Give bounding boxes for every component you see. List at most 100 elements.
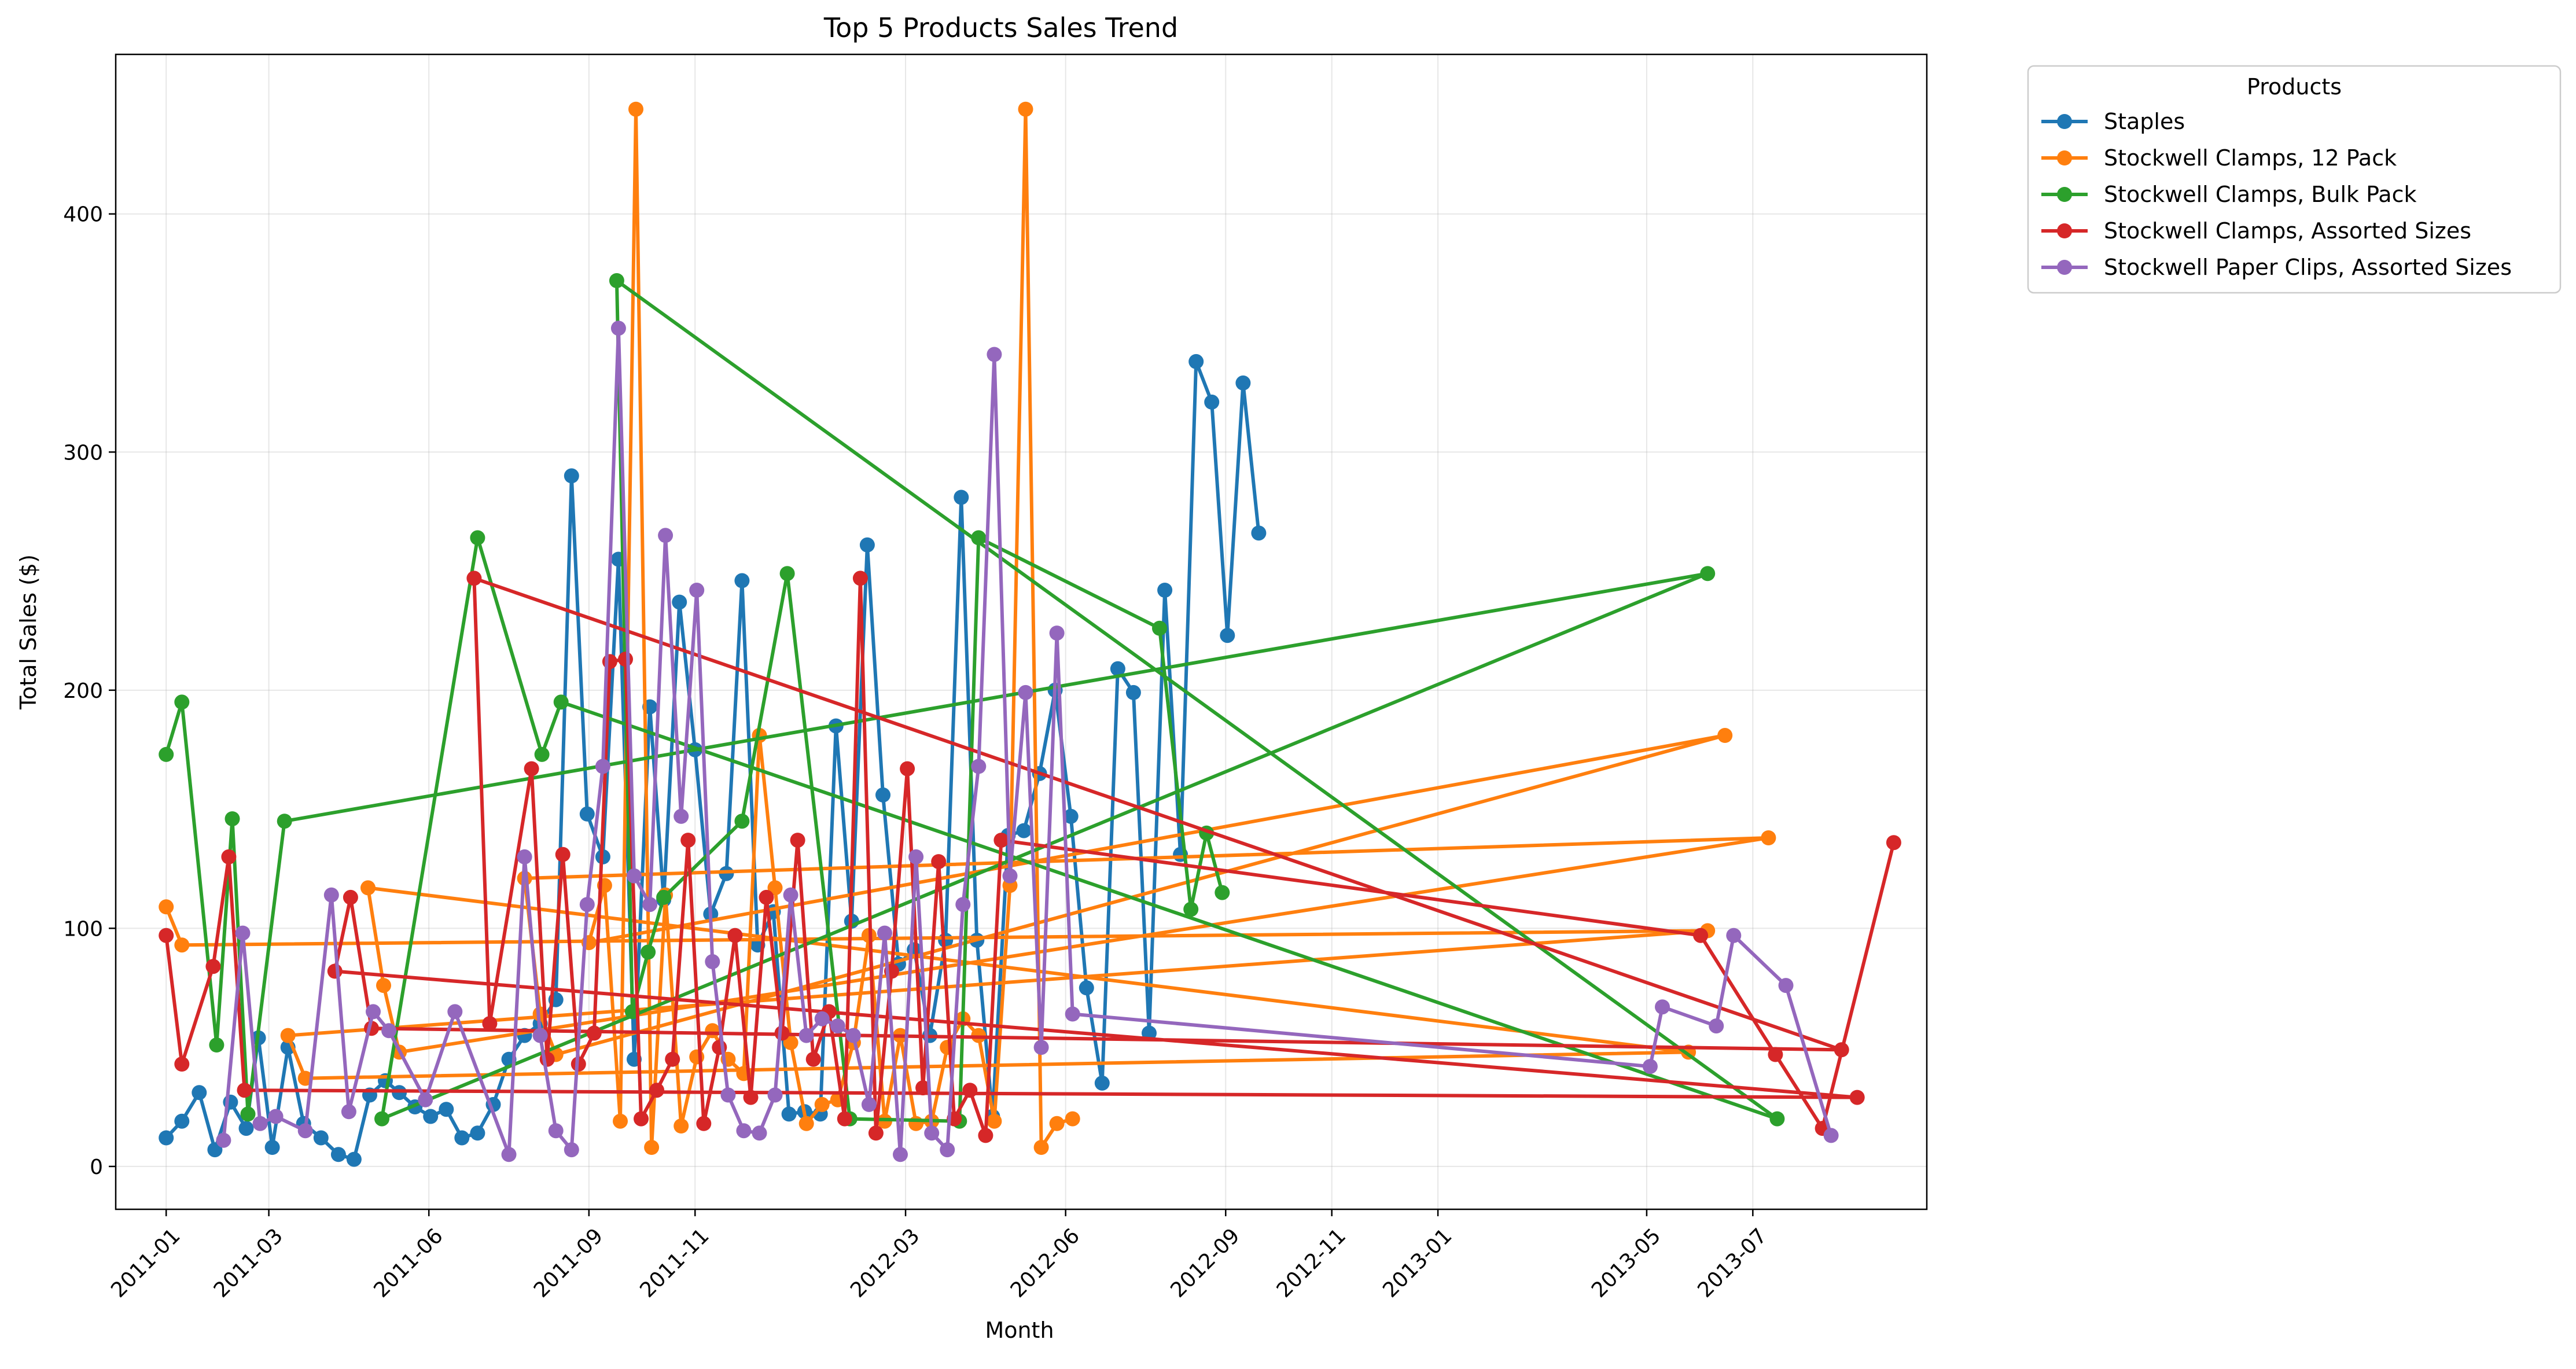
legend-swatch-marker: [2057, 260, 2072, 275]
data-point: [1642, 1059, 1658, 1074]
y-tick-label: 0: [90, 1155, 103, 1179]
data-point: [734, 573, 750, 588]
data-point: [1834, 1042, 1849, 1058]
data-point: [627, 868, 642, 884]
data-point: [264, 1140, 280, 1155]
data-point: [781, 1106, 797, 1122]
legend-entries: Staples Stockwell Clamps, 12 Pack Stockwel…: [2041, 109, 2512, 280]
legend-entry-label: Stockwell Clamps, Assorted Sizes: [2104, 218, 2471, 244]
data-point: [238, 1121, 254, 1136]
data-point: [1188, 354, 1204, 369]
data-point: [734, 814, 750, 829]
data-point: [174, 694, 190, 710]
data-point: [962, 1083, 978, 1098]
data-point: [1235, 375, 1251, 391]
data-point: [674, 808, 689, 824]
data-point: [1700, 566, 1716, 582]
data-point: [736, 1123, 752, 1139]
data-point: [705, 954, 720, 969]
data-point: [346, 1151, 362, 1167]
data-point: [586, 1025, 602, 1041]
data-point: [908, 1116, 924, 1131]
data-point: [159, 1130, 174, 1146]
data-point: [205, 959, 221, 974]
data-point: [924, 1125, 940, 1141]
legend-swatch-marker: [2057, 114, 2072, 129]
data-point: [268, 1109, 284, 1124]
data-point: [418, 1092, 433, 1107]
data-point: [237, 1083, 252, 1098]
data-point: [439, 1102, 454, 1117]
data-point: [343, 889, 358, 905]
legend-entry-label: Stockwell Paper Clips, Assorted Sizes: [2104, 255, 2512, 280]
data-point: [987, 1113, 1002, 1129]
data-point: [971, 759, 987, 774]
data-point: [555, 847, 571, 862]
data-point: [672, 594, 687, 610]
data-point: [1016, 823, 1032, 838]
y-tick-label: 100: [63, 917, 103, 941]
data-point: [1157, 583, 1173, 598]
data-point: [955, 897, 971, 912]
data-point: [360, 880, 376, 896]
data-point: [524, 761, 539, 776]
data-point: [845, 1028, 861, 1043]
data-point: [875, 787, 890, 803]
data-point: [1655, 999, 1670, 1015]
data-point: [1761, 830, 1776, 845]
data-point: [327, 963, 343, 979]
y-tick-label: 400: [63, 203, 103, 227]
data-point: [174, 1057, 190, 1072]
data-point: [644, 1140, 660, 1155]
data-point: [470, 530, 485, 546]
data-point: [893, 1147, 908, 1162]
data-point: [423, 1109, 439, 1124]
data-point: [1183, 901, 1199, 917]
data-point: [814, 1096, 830, 1112]
data-point: [915, 1080, 931, 1096]
data-point: [330, 1147, 346, 1162]
legend-entry-label: Staples: [2104, 109, 2185, 134]
plot-frame: [115, 53, 1928, 1210]
data-point: [252, 1116, 268, 1131]
data-point: [759, 889, 774, 905]
data-point: [705, 1023, 720, 1039]
data-point: [1033, 1040, 1049, 1055]
data-point: [971, 530, 987, 546]
data-point: [680, 833, 696, 848]
data-point: [174, 1113, 190, 1129]
data-point: [908, 849, 924, 864]
data-point: [783, 1035, 798, 1050]
data-point: [579, 897, 595, 912]
x-axis-label: Month: [985, 1318, 1054, 1343]
data-point: [517, 849, 532, 864]
data-point: [280, 1028, 296, 1043]
data-point: [954, 490, 969, 505]
data-point: [877, 925, 892, 941]
data-point: [366, 1004, 381, 1020]
data-point: [1215, 885, 1230, 900]
data-point: [656, 889, 672, 905]
data-point: [783, 887, 798, 903]
y-tick-label: 200: [63, 679, 103, 703]
data-point: [564, 1142, 579, 1158]
data-point: [931, 854, 947, 870]
legend-swatch-marker: [2057, 223, 2072, 238]
data-point: [313, 1130, 329, 1146]
legend-swatch-marker: [2057, 150, 2072, 165]
data-point: [779, 566, 795, 582]
y-axis-label: Total Sales ($): [16, 554, 41, 710]
data-point: [1778, 978, 1794, 993]
data-point: [1065, 1111, 1080, 1127]
data-point: [752, 1125, 767, 1141]
data-point: [374, 1111, 389, 1127]
data-point: [159, 899, 174, 915]
series-line: [222, 326, 1833, 1157]
data-point: [628, 101, 643, 117]
legend-swatch-marker: [2057, 187, 2072, 202]
legend-entry-label: Stockwell Clamps, 12 Pack: [2104, 145, 2397, 171]
data-point: [192, 1085, 207, 1101]
data-point: [1849, 1090, 1865, 1105]
data-point: [501, 1147, 517, 1162]
